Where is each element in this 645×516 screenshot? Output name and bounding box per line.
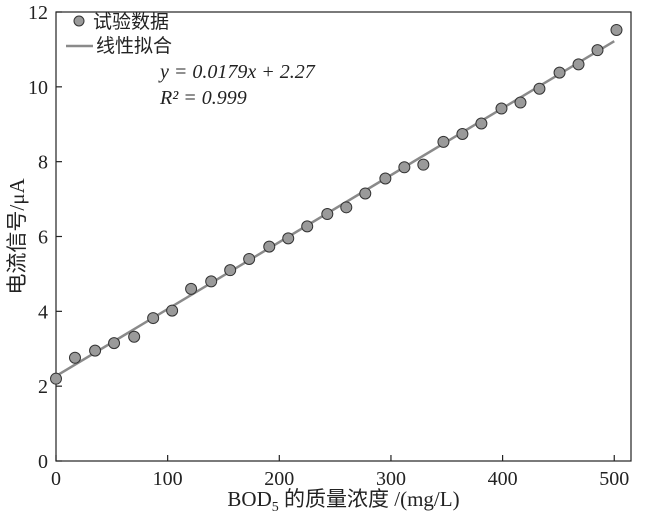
data-point — [340, 201, 353, 214]
fit-line — [55, 40, 615, 378]
y-tick-label: 0 — [38, 451, 48, 473]
x-axis-label: BOD5 的质量浓度 /(mg/L) — [227, 487, 459, 515]
y-tick-label: 8 — [38, 152, 48, 174]
data-point — [50, 372, 62, 385]
data-point — [224, 264, 237, 277]
y-tick-label: 12 — [28, 2, 48, 24]
data-point — [495, 102, 508, 115]
data-point — [301, 220, 314, 233]
data-point — [456, 127, 469, 140]
legend-marker-scatter — [73, 15, 85, 27]
legend: 试验数据 线性拟合 — [66, 11, 172, 57]
x-axis-label-rest: 的质量浓度 /(mg/L) — [279, 487, 460, 511]
y-tick-label: 2 — [38, 376, 48, 398]
data-point — [263, 240, 276, 253]
data-point — [553, 66, 566, 79]
data-point — [379, 172, 392, 185]
data-point — [610, 23, 623, 36]
x-tick-label: 300 — [376, 468, 406, 490]
x-axis-label-subscript: 5 — [272, 500, 279, 515]
data-point — [321, 208, 334, 221]
x-tick-label: 500 — [599, 468, 629, 490]
data-point — [205, 275, 218, 288]
data-point — [417, 158, 430, 171]
y-tick-label: 6 — [38, 227, 48, 249]
data-point — [68, 351, 81, 364]
data-point — [108, 337, 121, 350]
data-point — [128, 330, 141, 343]
legend-label-scatter: 试验数据 — [93, 11, 169, 33]
data-point — [533, 82, 546, 95]
fit-line-group — [55, 40, 615, 378]
y-axis-label: 电流信号/μA — [5, 178, 29, 295]
data-points — [50, 23, 623, 385]
y-tick-label: 10 — [28, 77, 48, 99]
x-axis-label-main: BOD — [227, 487, 271, 511]
x-tick-label: 400 — [488, 468, 518, 490]
data-point — [185, 282, 198, 295]
fit-equation: y = 0.0179x + 2.27 — [158, 61, 316, 83]
x-tick-label: 200 — [264, 468, 294, 490]
data-point — [475, 117, 488, 130]
data-point — [514, 96, 527, 109]
y-tick-label: 4 — [38, 301, 48, 323]
fit-r-squared: R² = 0.999 — [159, 87, 247, 109]
legend-label-fit: 线性拟合 — [96, 35, 172, 57]
data-point — [398, 161, 411, 174]
x-tick-label: 100 — [153, 468, 183, 490]
data-point — [243, 252, 256, 265]
data-point — [591, 44, 604, 57]
data-point — [437, 135, 450, 148]
data-point — [359, 187, 372, 200]
data-point — [89, 344, 102, 357]
data-point — [147, 312, 160, 325]
data-point — [282, 232, 295, 245]
data-point — [572, 58, 585, 71]
axis-ticks: 0 100 200 300 400 500 0 2 4 6 8 10 12 — [28, 2, 629, 490]
plot-frame — [55, 11, 632, 462]
x-tick-label: 0 — [51, 468, 61, 490]
data-point — [166, 304, 179, 317]
